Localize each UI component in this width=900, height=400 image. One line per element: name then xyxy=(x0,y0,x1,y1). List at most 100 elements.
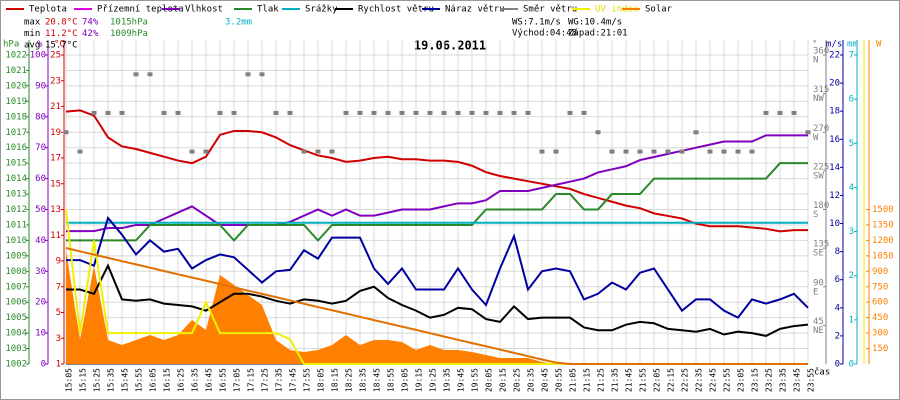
direction-point xyxy=(161,110,167,115)
stat-label: max xyxy=(24,18,41,28)
direction-point xyxy=(147,72,153,77)
x-tick-label: 22:55 xyxy=(723,368,732,392)
legend-label: UV index xyxy=(595,5,639,15)
y-tick-label: 1009 xyxy=(5,251,27,261)
y-tick-compass: SE xyxy=(813,249,824,259)
chart-title: 19.06.2011 xyxy=(414,39,486,53)
y-tick-label: 1020 xyxy=(5,81,27,91)
y-tick-label: 600 xyxy=(872,298,888,308)
y-tick-label: 25 xyxy=(50,51,61,61)
stat-value: 3.2mm xyxy=(225,18,252,28)
y-tick-label: 7 xyxy=(849,51,854,61)
y-tick-label: 0 xyxy=(835,360,840,370)
stat-label: min xyxy=(24,29,40,39)
direction-point xyxy=(427,110,433,115)
y-tick-label: 1021 xyxy=(5,66,27,76)
direction-point xyxy=(63,130,69,135)
x-tick-label: 23:15 xyxy=(751,368,760,392)
series-line xyxy=(65,247,808,365)
x-tick-label: 15:55 xyxy=(135,368,144,392)
direction-point xyxy=(651,149,657,154)
x-tick-label: 16:15 xyxy=(163,368,172,392)
x-tick-label: 21:05 xyxy=(569,368,578,392)
x-tick-label: 23:05 xyxy=(737,368,746,392)
direction-point xyxy=(385,110,391,115)
direction-point xyxy=(287,110,293,115)
direction-point xyxy=(721,149,727,154)
solar-area xyxy=(66,249,808,364)
y-tick-label: 5 xyxy=(56,308,61,318)
y-tick-compass: NE xyxy=(813,326,824,336)
direction-point xyxy=(791,110,797,115)
x-tick-label: 17:45 xyxy=(289,368,298,392)
y-tick-label: 1015 xyxy=(5,159,27,169)
y-tick-label: 10 xyxy=(35,329,46,339)
y-tick-label: 1005 xyxy=(5,313,27,323)
direction-point xyxy=(637,149,643,154)
x-tick-label: 19:25 xyxy=(429,368,438,392)
direction-point xyxy=(189,149,195,154)
stat-value: 15.7°C xyxy=(45,41,78,51)
x-tick-label: 20:25 xyxy=(513,368,522,392)
x-tick-label: 18:05 xyxy=(317,368,326,392)
direction-point xyxy=(399,110,405,115)
y-tick-label: 1007 xyxy=(5,282,27,292)
x-tick-label: 15:05 xyxy=(65,368,74,392)
y-tick-label: 20 xyxy=(829,79,840,89)
direction-point xyxy=(511,110,517,115)
direction-point xyxy=(609,149,615,154)
y-tick-label: 30 xyxy=(35,267,46,277)
stat-value: 74% xyxy=(82,18,99,28)
direction-point xyxy=(525,110,531,115)
x-tick-label: 19:55 xyxy=(471,368,480,392)
direction-point xyxy=(469,110,475,115)
y-tick-label: 9 xyxy=(56,257,61,267)
x-tick-label: 16:25 xyxy=(177,368,186,392)
y-tick-label: 7 xyxy=(56,282,61,292)
direction-point xyxy=(735,149,741,154)
x-tick-label: 17:05 xyxy=(233,368,242,392)
legend-label: Srážky xyxy=(305,5,338,15)
y-tick-label: 1050 xyxy=(872,251,894,261)
y-tick-label: 1006 xyxy=(5,298,27,308)
y-tick-label: 135 xyxy=(813,240,829,250)
y-tick-label: 80 xyxy=(35,112,46,122)
direction-point xyxy=(679,149,685,154)
y-tick-label: 3 xyxy=(56,334,61,344)
y-tick-label: 18 xyxy=(829,107,840,117)
stat-value: 11.2°C xyxy=(45,29,78,39)
x-tick-label: 18:25 xyxy=(345,368,354,392)
y-tick-label: 1200 xyxy=(872,236,894,246)
y-tick-label: 1012 xyxy=(5,205,27,215)
y-tick-label: 21 xyxy=(50,102,61,112)
x-tick-label: 15:35 xyxy=(107,368,116,392)
y-tick-label: 11 xyxy=(50,231,61,241)
y-tick-compass: N xyxy=(813,56,818,66)
direction-point xyxy=(693,130,699,135)
y-tick-label: 90 xyxy=(35,81,46,91)
y-tick-label: 8 xyxy=(835,247,840,257)
y-tick-label: 19 xyxy=(50,128,61,138)
y-tick-label: 150 xyxy=(872,344,888,354)
y-tick-label: 20 xyxy=(35,298,46,308)
y-tick-label: 70 xyxy=(35,143,46,153)
x-tick-label: 20:45 xyxy=(541,368,550,392)
y-tick-label: 22 xyxy=(829,51,840,61)
y-tick-label: 16 xyxy=(829,135,840,145)
y-tick-label: 1002 xyxy=(5,360,27,370)
y-tick-compass: NW xyxy=(813,94,824,104)
direction-point xyxy=(805,130,811,135)
wind-stat: WG:10.4m/s xyxy=(568,18,622,28)
y-tick-label: 1010 xyxy=(5,236,27,246)
legend-label: Přízemní teplota xyxy=(97,5,184,15)
y-tick-label: 90 xyxy=(813,278,824,288)
direction-point xyxy=(343,110,349,115)
axis-unit: % xyxy=(37,40,43,50)
stat-value: 20.8°C xyxy=(45,18,78,28)
direction-point xyxy=(441,110,447,115)
x-tick-label: 23:35 xyxy=(779,368,788,392)
x-tick-label: 19:15 xyxy=(415,368,424,392)
y-tick-label: 750 xyxy=(872,282,888,292)
x-tick-label: 20:35 xyxy=(527,368,536,392)
